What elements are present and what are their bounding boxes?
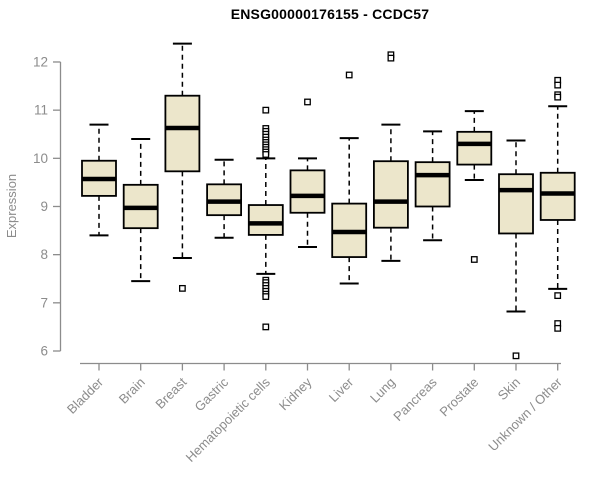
- x-tick-label-liver: Liver: [326, 374, 357, 405]
- x-tick-label-pancreas: Pancreas: [390, 374, 440, 424]
- y-tick-label: 6: [40, 344, 48, 359]
- boxplot-unknown-other: [539, 76, 576, 332]
- iqr-box: [164, 94, 201, 173]
- outlier-point: [554, 292, 562, 300]
- outlier-point: [178, 284, 186, 292]
- x-tick-label-lung: Lung: [367, 375, 398, 406]
- iqr-box: [498, 173, 534, 235]
- y-tick-label: 11: [34, 103, 48, 118]
- y-axis-title: Expression: [4, 174, 19, 238]
- y-tick-label: 9: [40, 199, 48, 214]
- boxplot-gastric: [206, 158, 243, 239]
- y-tick-label: 7: [40, 295, 48, 310]
- outlier-point: [554, 81, 562, 89]
- outlier-point: [387, 54, 395, 62]
- outlier-point: [554, 324, 562, 332]
- outlier-point: [554, 93, 562, 101]
- x-tick-label-brain: Brain: [116, 375, 148, 407]
- x-tick-label-skin: Skin: [495, 375, 523, 403]
- boxplot-lung: [372, 51, 409, 262]
- x-tick-label-bladder: Bladder: [64, 374, 107, 417]
- boxplot-breast: [164, 42, 201, 292]
- x-tick-label-prostate: Prostate: [437, 375, 482, 420]
- iqr-box: [289, 169, 326, 214]
- outlier-point: [262, 151, 270, 158]
- boxplot-brain: [122, 138, 159, 283]
- boxplot-skin: [498, 139, 534, 360]
- y-tick-label: 8: [40, 247, 48, 262]
- boxplot-kidney: [289, 98, 326, 248]
- iqr-box: [372, 160, 409, 229]
- y-tick-label: 12: [33, 54, 48, 69]
- chart-title: ENSG00000176155 - CCDC57: [230, 6, 430, 22]
- outlier-point: [345, 71, 353, 79]
- x-tick-label-gastric: Gastric: [192, 374, 232, 414]
- y-tick-label: 10: [33, 151, 48, 166]
- x-tick-label-breast: Breast: [152, 374, 189, 411]
- boxplot-prostate: [456, 110, 493, 263]
- boxplot-hematopoietic-cells: [247, 106, 284, 331]
- boxplot-bladder: [81, 123, 117, 237]
- outlier-point: [262, 106, 270, 114]
- boxplot-liver: [331, 71, 368, 285]
- outlier-point: [262, 293, 270, 300]
- x-tick-label-unknown-other: Unknown / Other: [485, 374, 565, 454]
- x-tick-label-kidney: Kidney: [276, 374, 315, 413]
- outlier-point: [304, 98, 311, 106]
- outlier-point: [262, 323, 270, 331]
- outlier-point: [470, 256, 478, 263]
- iqr-box: [456, 130, 493, 166]
- outlier-point: [512, 352, 520, 360]
- iqr-box: [414, 161, 451, 208]
- iqr-box: [539, 171, 576, 221]
- iqr-box: [247, 204, 284, 236]
- boxplot-pancreas: [414, 130, 451, 242]
